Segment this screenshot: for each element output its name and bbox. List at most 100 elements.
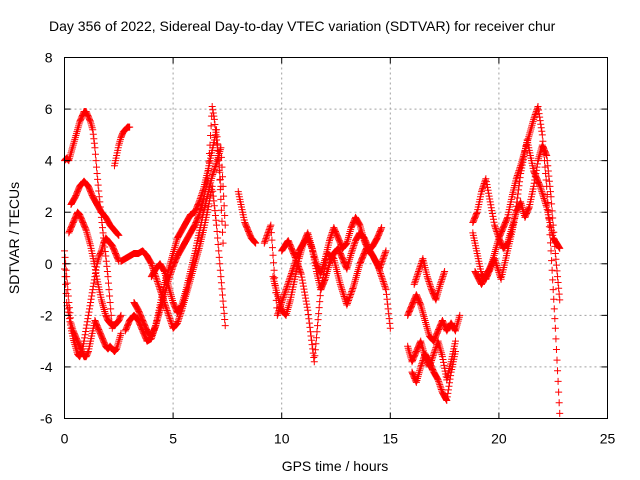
data-point — [84, 311, 92, 319]
data-point — [545, 172, 553, 180]
data-point — [175, 316, 183, 324]
data-point — [542, 150, 550, 158]
data-point — [291, 252, 299, 260]
data-point — [539, 193, 547, 201]
data-point — [66, 321, 74, 329]
data-point — [456, 311, 464, 319]
data-point — [289, 266, 297, 274]
data-point — [494, 265, 502, 273]
data-point — [379, 278, 387, 286]
data-point — [382, 247, 390, 255]
data-point — [530, 179, 538, 187]
data-point — [102, 252, 110, 260]
data-point — [438, 351, 446, 359]
data-point — [316, 292, 324, 300]
x-tick-label: 5 — [169, 431, 177, 447]
data-point — [346, 294, 354, 302]
data-point — [440, 271, 448, 279]
data-point — [380, 279, 388, 287]
data-point — [70, 137, 78, 145]
data-point — [492, 224, 500, 232]
data-point — [90, 135, 98, 143]
data-point — [303, 303, 311, 311]
data-point — [166, 272, 174, 280]
data-point — [88, 122, 96, 130]
data-point — [266, 224, 274, 232]
data-point — [483, 183, 491, 191]
data-point — [212, 216, 220, 224]
data-point — [541, 196, 549, 204]
data-point — [95, 187, 103, 195]
data-point — [62, 289, 70, 297]
data-point — [67, 149, 75, 157]
data-point — [270, 266, 278, 274]
data-point — [345, 295, 353, 303]
data-point — [205, 150, 213, 158]
data-point — [84, 234, 92, 242]
data-point — [168, 266, 176, 274]
data-point — [205, 158, 213, 166]
data-point — [309, 248, 317, 256]
data-point — [207, 132, 215, 140]
data-point — [106, 292, 114, 300]
data-point — [347, 249, 355, 257]
data-point — [355, 220, 363, 228]
data-point — [172, 320, 180, 328]
data-point — [219, 291, 227, 299]
data-point — [93, 163, 101, 171]
data-point — [92, 269, 100, 277]
data-point — [263, 232, 271, 240]
data-point — [451, 326, 459, 334]
data-point — [114, 339, 122, 347]
data-point — [219, 228, 227, 236]
data-point — [377, 262, 385, 270]
data-point — [173, 319, 181, 327]
data-point — [322, 255, 330, 263]
data-point — [431, 347, 439, 355]
data-point — [382, 290, 390, 298]
data-point — [555, 399, 563, 407]
data-point — [542, 200, 550, 208]
data-point — [535, 110, 543, 118]
data-point — [216, 266, 224, 274]
data-point — [217, 206, 225, 214]
data-point — [85, 238, 93, 246]
data-point — [82, 225, 90, 233]
data-point — [266, 223, 274, 231]
data-point — [91, 150, 99, 158]
data-point — [437, 384, 445, 392]
data-point — [319, 274, 327, 282]
data-point — [221, 221, 229, 229]
data-point — [533, 160, 541, 168]
data-point — [555, 243, 563, 251]
data-point — [533, 163, 541, 171]
data-point — [94, 256, 102, 264]
data-points — [61, 102, 564, 417]
data-point — [530, 182, 538, 190]
data-point — [379, 254, 387, 262]
data-point — [536, 181, 544, 189]
data-point — [283, 284, 291, 292]
data-point — [537, 120, 545, 128]
data-point — [270, 259, 278, 267]
data-point — [417, 363, 425, 371]
data-point — [282, 311, 290, 319]
data-point — [166, 270, 174, 278]
x-tick-label: 20 — [491, 431, 507, 447]
data-point — [555, 388, 563, 396]
data-point — [546, 239, 554, 247]
data-point — [352, 273, 360, 281]
data-point — [214, 234, 222, 242]
y-axis-label: SDTVAR / TECUs — [6, 182, 22, 294]
data-point — [350, 279, 358, 287]
data-point — [84, 349, 92, 357]
data-point — [430, 348, 438, 356]
data-point — [195, 212, 203, 220]
data-point — [492, 246, 500, 254]
data-point — [378, 257, 386, 265]
data-point — [376, 263, 384, 271]
data-point — [220, 303, 228, 311]
data-point — [287, 271, 295, 279]
data-point — [327, 233, 335, 241]
data-point — [153, 318, 161, 326]
